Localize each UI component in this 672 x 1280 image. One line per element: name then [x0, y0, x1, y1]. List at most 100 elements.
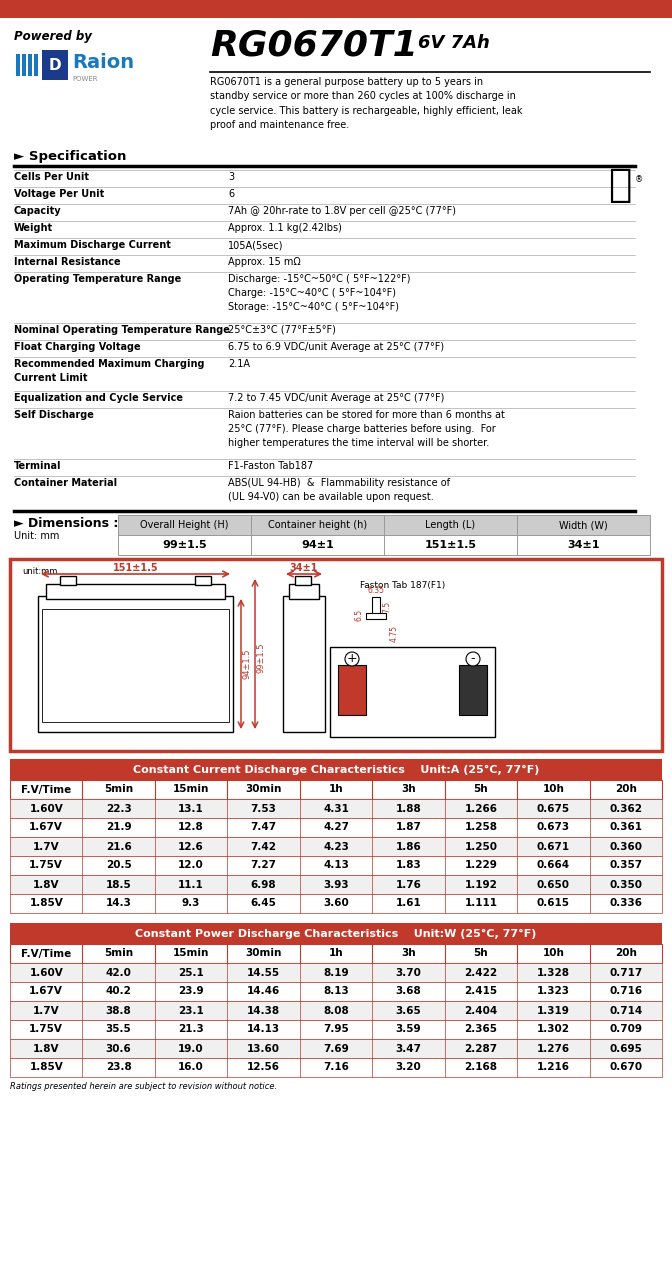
Bar [10, 759, 662, 780]
Bar [289, 584, 319, 599]
Text: 38.8: 38.8 [106, 1006, 132, 1015]
Bar [10, 982, 662, 1001]
Text: 94±1.5: 94±1.5 [242, 649, 251, 680]
Text: 1.328: 1.328 [537, 968, 570, 978]
Text: 1.88: 1.88 [396, 804, 421, 814]
Text: 0.336: 0.336 [610, 899, 642, 909]
Bar [34, 54, 38, 76]
Text: 13.1: 13.1 [178, 804, 204, 814]
Text: 2.287: 2.287 [464, 1043, 497, 1053]
Text: 1.75V: 1.75V [30, 1024, 63, 1034]
Text: 2.422: 2.422 [464, 968, 497, 978]
Text: 7.5: 7.5 [382, 600, 391, 613]
Bar [42, 50, 68, 79]
Text: 34±1: 34±1 [567, 540, 599, 550]
Text: 0.675: 0.675 [537, 804, 570, 814]
Text: Operating Temperature Range: Operating Temperature Range [14, 274, 181, 284]
Text: 10h: 10h [542, 948, 564, 959]
Bar [330, 646, 495, 737]
Text: 20h: 20h [615, 785, 636, 795]
Text: 1.75V: 1.75V [30, 860, 63, 870]
Text: 21.3: 21.3 [178, 1024, 204, 1034]
Text: 0.695: 0.695 [610, 1043, 642, 1053]
Bar [10, 893, 662, 913]
Text: 99±1.5: 99±1.5 [162, 540, 207, 550]
Text: Length (L): Length (L) [425, 520, 476, 530]
Text: 42.0: 42.0 [106, 968, 132, 978]
Text: 0.362: 0.362 [610, 804, 642, 814]
Text: 7.16: 7.16 [323, 1062, 349, 1073]
Bar [366, 613, 386, 620]
Text: 5h: 5h [474, 948, 488, 959]
Text: Approx. 15 mΩ: Approx. 15 mΩ [228, 257, 301, 268]
Text: 0.709: 0.709 [610, 1024, 642, 1034]
Text: 6.35: 6.35 [368, 586, 384, 595]
Text: RG0670T1: RG0670T1 [210, 28, 418, 61]
Text: 1.60V: 1.60V [30, 804, 63, 814]
Text: 5min: 5min [104, 785, 133, 795]
Text: 3.60: 3.60 [323, 899, 349, 909]
Text: 3.59: 3.59 [396, 1024, 421, 1034]
Text: 30.6: 30.6 [106, 1043, 132, 1053]
Text: Internal Resistance: Internal Resistance [14, 257, 121, 268]
Bar [10, 856, 662, 876]
Text: 1.323: 1.323 [537, 987, 570, 997]
Text: 99±1.5: 99±1.5 [256, 643, 265, 673]
Text: 6V 7Ah: 6V 7Ah [418, 35, 490, 52]
Text: 14.3: 14.3 [106, 899, 132, 909]
Text: ABS(UL 94-HB)  &  Flammability resistance of
(UL 94-V0) can be available upon re: ABS(UL 94-HB) & Flammability resistance … [228, 477, 450, 502]
Text: 40.2: 40.2 [106, 987, 132, 997]
Text: 0.716: 0.716 [610, 987, 642, 997]
Text: Raion: Raion [72, 52, 134, 72]
Bar [118, 535, 650, 556]
Bar [10, 1020, 662, 1039]
Text: 1.216: 1.216 [537, 1062, 570, 1073]
Text: 6.5: 6.5 [355, 609, 364, 621]
Text: 4.75: 4.75 [390, 625, 399, 643]
Text: RG0670T1 is a general purpose battery up to 5 years in
standby service or more t: RG0670T1 is a general purpose battery up… [210, 77, 523, 131]
Text: Ratings presented herein are subject to revision without notice.: Ratings presented herein are subject to … [10, 1082, 277, 1091]
Text: 30min: 30min [245, 948, 282, 959]
Text: 1.87: 1.87 [396, 823, 421, 832]
Text: 18.5: 18.5 [106, 879, 132, 890]
Text: 3.70: 3.70 [396, 968, 421, 978]
Text: Container Material: Container Material [14, 477, 117, 488]
Text: 1.192: 1.192 [464, 879, 497, 890]
Text: ► Dimensions :: ► Dimensions : [14, 517, 118, 530]
Text: 11.1: 11.1 [178, 879, 204, 890]
Bar [10, 963, 662, 982]
Text: Overall Height (H): Overall Height (H) [140, 520, 228, 530]
Bar [338, 666, 366, 716]
Text: 3h: 3h [401, 948, 416, 959]
Text: 2.404: 2.404 [464, 1006, 497, 1015]
Text: 35.5: 35.5 [106, 1024, 132, 1034]
Bar [46, 584, 225, 599]
Bar [22, 54, 26, 76]
Text: 2.168: 2.168 [464, 1062, 497, 1073]
Text: 3.47: 3.47 [395, 1043, 421, 1053]
Text: ®: ® [635, 175, 643, 184]
Text: 3.20: 3.20 [396, 1062, 421, 1073]
Text: 0.673: 0.673 [537, 823, 570, 832]
Text: F.V/Time: F.V/Time [21, 948, 71, 959]
Text: 14.38: 14.38 [247, 1006, 280, 1015]
Text: 1.76: 1.76 [396, 879, 421, 890]
Text: 1.258: 1.258 [464, 823, 497, 832]
Text: 0.350: 0.350 [610, 879, 642, 890]
Circle shape [345, 652, 359, 666]
Text: Weight: Weight [14, 223, 53, 233]
Text: 23.9: 23.9 [178, 987, 204, 997]
Text: 0.664: 0.664 [537, 860, 570, 870]
Text: 1.7V: 1.7V [33, 841, 60, 851]
Text: 0.670: 0.670 [610, 1062, 642, 1073]
Text: Container height (h): Container height (h) [268, 520, 367, 530]
Text: Width (W): Width (W) [559, 520, 608, 530]
Bar [16, 54, 20, 76]
Text: Constant Current Discharge Characteristics    Unit:A (25°C, 77°F): Constant Current Discharge Characteristi… [133, 764, 539, 774]
Text: 105A(5sec): 105A(5sec) [228, 241, 284, 250]
Text: 25°C±3°C (77°F±5°F): 25°C±3°C (77°F±5°F) [228, 325, 336, 335]
Text: Nominal Operating Temperature Range: Nominal Operating Temperature Range [14, 325, 230, 335]
Text: 7.27: 7.27 [251, 860, 277, 870]
Text: 1.83: 1.83 [396, 860, 421, 870]
Text: Discharge: -15°C~50°C ( 5°F~122°F)
Charge: -15°C~40°C ( 5°F~104°F)
Storage: -15°: Discharge: -15°C~50°C ( 5°F~122°F) Charg… [228, 274, 411, 312]
